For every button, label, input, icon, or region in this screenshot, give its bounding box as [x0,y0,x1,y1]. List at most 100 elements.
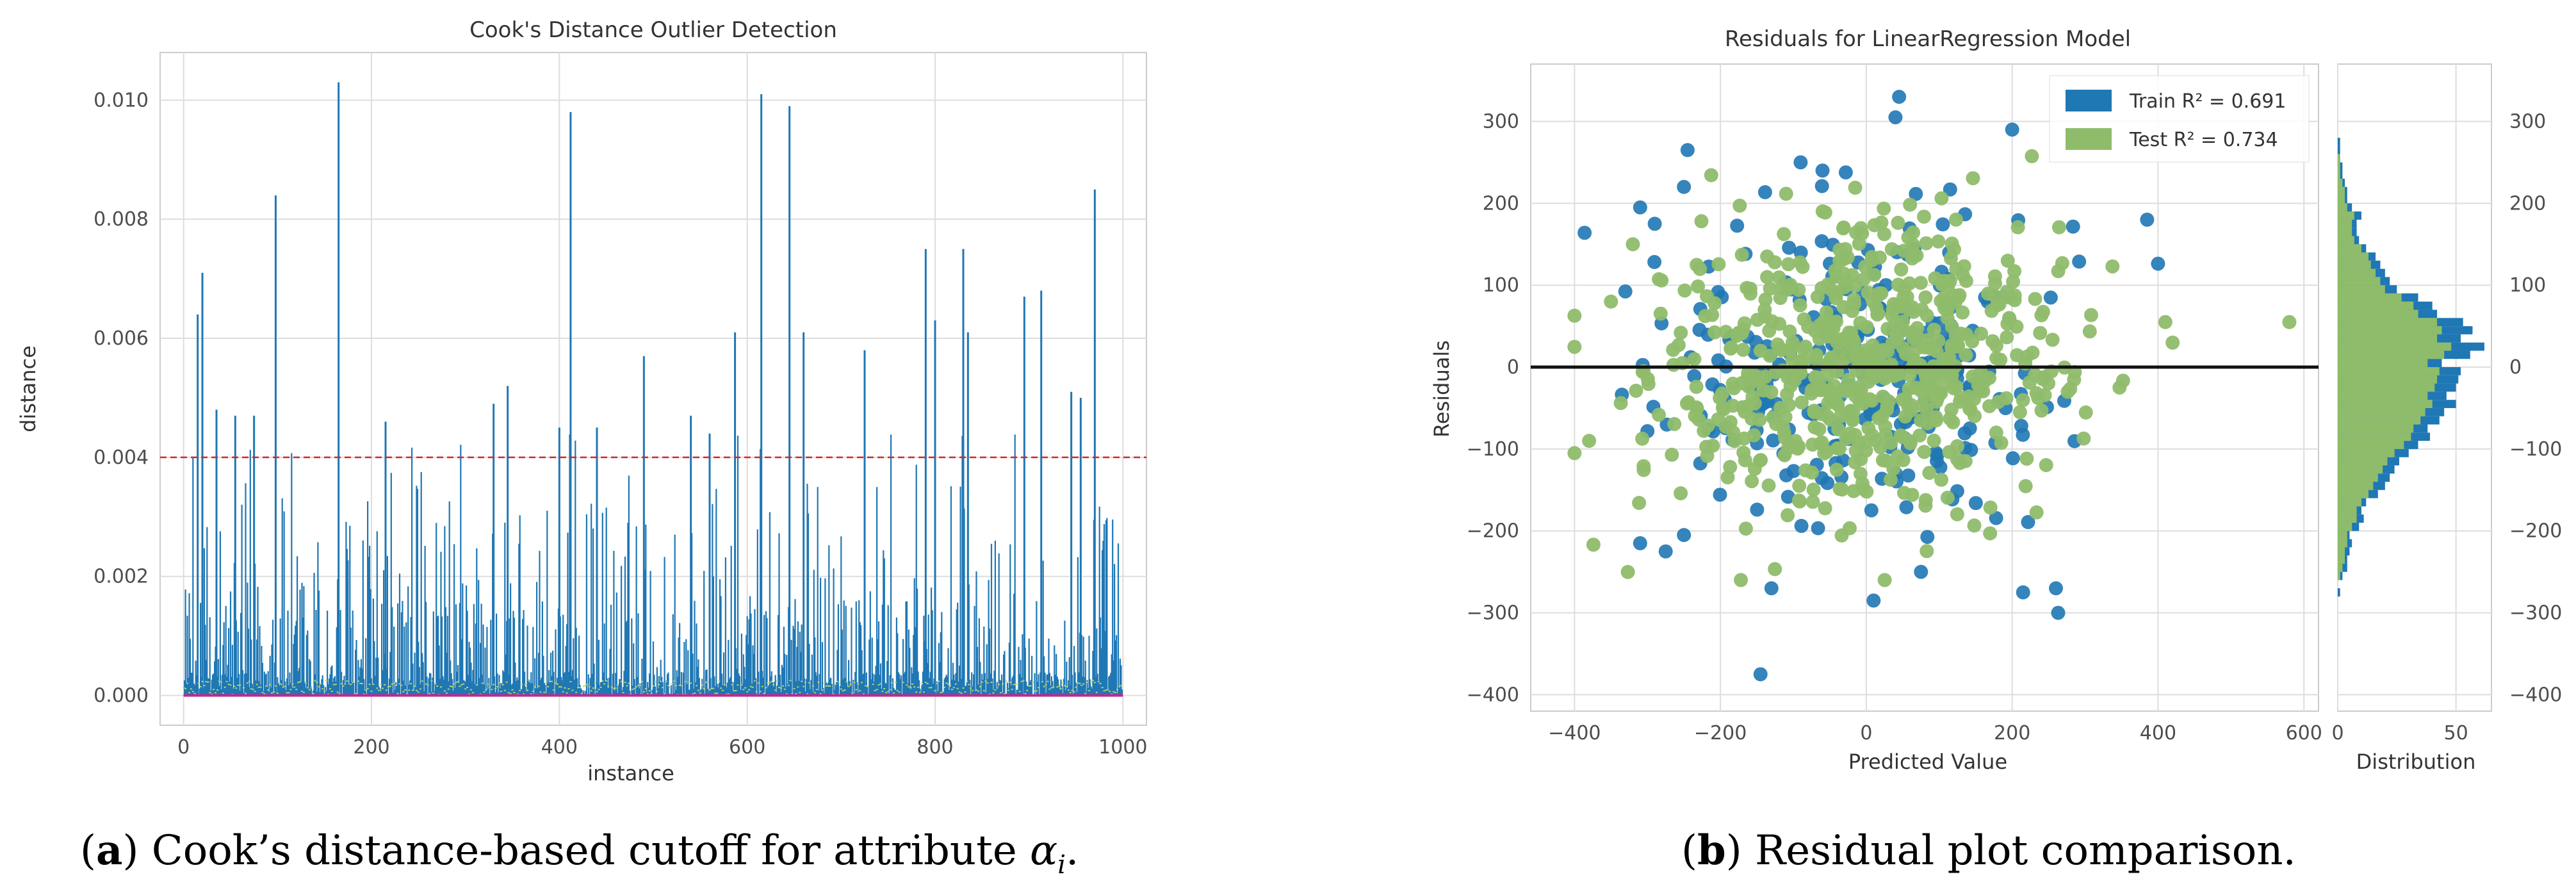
test-point [2165,335,2180,350]
train-point [1794,518,1809,533]
test-histogram-bar [2338,465,2383,474]
test-histogram-bar [2338,293,2402,302]
test-point [1620,564,1635,579]
test-point [2034,403,2049,418]
test-point [1959,274,1973,288]
test-point [1829,269,1844,284]
train-point [1766,433,1781,448]
test-histogram-bar [2338,195,2345,204]
test-histogram-bar [2338,407,2425,416]
cooks-x-tick-label: 400 [541,736,578,759]
test-histogram-bar [2338,260,2371,269]
test-point [2082,324,2097,339]
residuals-x-tick-label: −200 [1694,722,1747,744]
train-point [2021,514,2035,529]
test-histogram-bar [2338,457,2388,466]
test-point [1896,430,1911,445]
test-point [2019,451,2034,466]
test-point [1582,434,1597,448]
test-point [1843,404,1858,418]
test-point [1888,316,1903,331]
test-point [1689,379,1704,394]
caption-a-symbol: αi [1030,827,1066,880]
test-point [1928,413,1943,428]
cooks-x-tick-label: 800 [917,736,953,759]
test-point [1667,416,1682,431]
test-point [2029,505,2044,520]
test-point [1938,297,1953,312]
test-point [1985,334,2000,349]
test-point [1779,186,1793,201]
cooks-y-tick-label: 0.004 [94,447,149,469]
distribution-y-tick-label: −400 [2509,684,2562,706]
residuals-y-tick-label: 100 [1483,274,1519,297]
test-point [2010,220,2025,234]
caption-a-text: Cook’s distance-based cutoff for attribu… [138,827,1031,874]
residuals-x-axis-label: Predicted Value [1848,750,2007,774]
test-point [1814,436,1828,451]
cooks-y-tick-label: 0.002 [94,566,149,588]
test-point [1845,268,1859,283]
test-point [1818,205,1832,220]
cooks-y-axis-label: distance [16,345,40,432]
test-point [1763,281,1777,296]
distribution-x-ticks: 0 50 [2331,722,2468,744]
test-point [2084,308,2098,322]
test-histogram-bar [2338,162,2340,171]
test-point [1987,288,2002,303]
test-point [1856,482,1871,497]
cooks-y-tick-label: 0.010 [94,89,149,111]
test-point [1931,366,1946,381]
test-point [1870,289,1885,303]
test-point [1718,325,1733,339]
test-point [2012,405,2027,420]
test-point [1586,538,1601,552]
train-histogram-bar [2338,138,2340,146]
test-point [1976,384,1991,398]
test-point [1761,478,1776,493]
train-point [2049,581,2063,596]
train-point [1781,489,1795,504]
test-point [2158,315,2172,329]
test-histogram-bar [2338,530,2347,539]
test-point [1907,354,1921,368]
train-point [2151,256,2165,271]
test-point [1873,440,1887,455]
test-point [2029,386,2044,400]
test-point [1724,340,1739,355]
test-point [2036,304,2050,319]
test-point [1890,365,1905,380]
test-point [1877,201,1891,216]
test-point [2282,315,2297,329]
test-histogram-bar [2338,424,2414,433]
test-point [1718,420,1733,434]
train-point [1811,521,1825,536]
train-point [1914,564,1928,579]
test-point [1847,297,1861,311]
test-point [2051,264,2066,279]
train-point [2066,219,2080,234]
test-histogram-bar [2338,498,2361,507]
train-point [1814,179,1829,193]
test-point [1913,275,1928,290]
test-point [1613,396,1628,411]
test-point [1697,423,1711,438]
cooks-chart-title: Cook's Distance Outlier Detection [469,17,837,43]
test-point [1745,411,1759,426]
test-point [1782,324,1797,339]
test-histogram-bar [2338,547,2345,556]
test-point [1825,315,1839,330]
test-point [1793,298,1807,313]
test-point [1907,249,1921,263]
test-point [1757,302,1772,317]
test-histogram-bar [2338,555,2345,564]
test-point [1934,472,1948,487]
test-point [1738,453,1752,468]
test-point [1923,341,1937,356]
test-point [1788,434,1803,448]
residuals-x-tick-label: 0 [1860,722,1872,744]
test-point [1994,436,2009,450]
test-point [2018,479,2033,493]
test-point [1808,352,1823,366]
